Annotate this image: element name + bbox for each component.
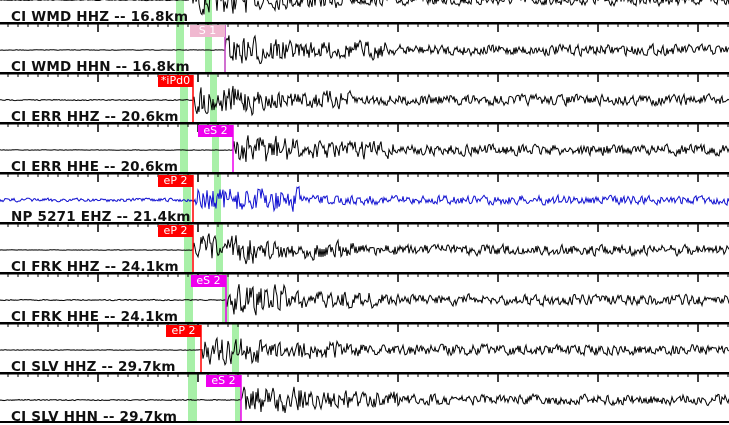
waveform-trace [0,272,729,323]
time-window-band [176,0,184,23]
panel-separator [0,222,729,225]
seismogram-line [0,34,729,65]
time-window-band [210,73,217,123]
channel-label: NP 5271 EHZ -- 21.4km [11,209,191,225]
bottom-separator [0,421,729,423]
channel-panel-err-hhe[interactable]: eS 2 CI ERR HHE -- 20.6km [0,122,729,175]
time-window-band [187,323,195,373]
seismogram-line [0,233,729,265]
panel-separator [0,22,729,25]
phase-pick-label[interactable]: eP 2 [158,175,193,187]
panel-separator [0,122,729,125]
channel-label: CI WMD HHN -- 16.8km [11,59,190,75]
channel-panel-slv-hhn[interactable]: eS 2 CI SLV HHN -- 29.7km [0,372,729,425]
waveform-trace [0,372,729,423]
panel-separator [0,372,729,375]
time-window-band [180,123,188,173]
seismogram-line [0,85,729,117]
channel-label: CI FRK HHE -- 24.1km [11,309,179,325]
waveform-trace [0,22,729,73]
time-window-band [212,123,219,173]
phase-pick-label[interactable]: S 1 [190,25,225,37]
waveform-trace [0,72,729,123]
time-window-band [176,23,184,73]
time-window-band [205,23,212,73]
channel-panel-err-hhz[interactable]: *iPd0 CI ERR HHZ -- 20.6km [0,72,729,125]
seismogram-line [0,336,729,367]
panel-separator [0,72,729,75]
waveform-trace [0,0,729,23]
channel-panel-frk-hhz[interactable]: eP 2 CI FRK HHZ -- 24.1km [0,222,729,275]
waveform-trace [0,222,729,273]
waveform-trace [0,122,729,173]
time-window-band [180,73,188,123]
time-window-band [183,173,191,223]
channel-panel-wmd-hhz[interactable]: CI WMD HHZ -- 16.8km [0,0,729,25]
channel-panel-np5271-ehz[interactable]: eP 2 NP 5271 EHZ -- 21.4km [0,172,729,225]
channel-panel-wmd-hhn[interactable]: S 1 CI WMD HHN -- 16.8km [0,22,729,75]
channel-label: CI ERR HHZ -- 20.6km [11,109,179,125]
waveform-trace [0,172,729,223]
phase-pick-label[interactable]: eP 2 [166,325,201,337]
phase-pick-label[interactable]: eS 2 [198,125,233,137]
time-window-band [232,323,239,373]
time-window-band [185,273,193,323]
time-window-band [214,173,221,223]
channel-label: CI ERR HHE -- 20.6km [11,159,179,175]
seismogram-line [0,185,729,213]
phase-pick-label[interactable]: eS 2 [206,375,241,387]
seismogram-line [0,135,729,162]
panel-separator [0,322,729,325]
time-window-band [235,373,241,423]
seismogram-line [0,386,729,413]
panel-separator [0,272,729,275]
time-window-band [184,223,192,273]
channel-label: CI SLV HHZ -- 29.7km [11,359,176,375]
time-window-band [188,373,197,423]
seismogram-line [0,283,729,316]
seismogram-line [0,0,729,16]
channel-label: CI SLV HHN -- 29.7km [11,409,178,425]
phase-pick-label[interactable]: eP 2 [158,225,193,237]
phase-pick-label[interactable]: eS 2 [191,275,226,287]
channel-panel-slv-hhz[interactable]: eP 2 CI SLV HHZ -- 29.7km [0,322,729,375]
panel-separator [0,172,729,175]
channel-label: CI WMD HHZ -- 16.8km [11,9,189,25]
channel-label: CI FRK HHZ -- 24.1km [11,259,179,275]
channel-panel-frk-hhe[interactable]: eS 2 CI FRK HHE -- 24.1km [0,272,729,325]
phase-pick-label[interactable]: *iPd0 [158,75,193,87]
